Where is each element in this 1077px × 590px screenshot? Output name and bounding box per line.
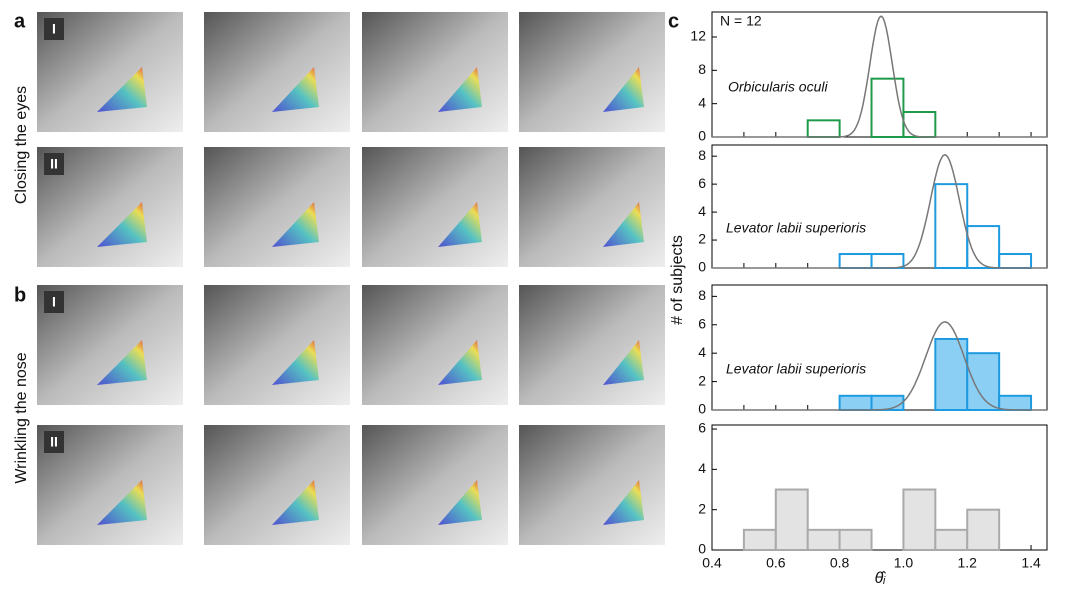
y-tick-label: 2 <box>698 231 706 247</box>
photo <box>204 12 350 132</box>
y-tick-label: 2 <box>698 500 706 516</box>
x-tick-label: 1.4 <box>1021 555 1041 571</box>
x-tick-label: 1.2 <box>958 555 978 571</box>
hist-bar <box>870 77 905 138</box>
electrode-map <box>603 202 644 247</box>
plot-frame <box>711 11 1048 138</box>
hist-bar <box>998 253 1033 269</box>
muscle-label: Orbicularis oculi <box>728 79 828 95</box>
annotation: N = 12 <box>720 13 762 29</box>
photo <box>362 425 508 545</box>
fit-curve <box>712 321 1047 411</box>
y-axis-label: # of subjects <box>669 235 686 325</box>
photo <box>204 147 350 267</box>
photo <box>362 285 508 405</box>
electrode-map <box>438 340 482 385</box>
hist-bar <box>902 111 937 138</box>
hist-bar <box>870 394 905 411</box>
y-tick-label: 12 <box>690 28 706 44</box>
electrode-map <box>603 67 644 112</box>
hist-bar <box>806 119 841 139</box>
hist-bar <box>742 528 777 551</box>
electrode-map <box>97 480 147 525</box>
y-tick-label: 8 <box>698 287 706 303</box>
photo <box>519 425 665 545</box>
y-tick-label: 4 <box>698 94 706 110</box>
x-tick-label: 1.0 <box>894 555 914 571</box>
muscle-label: Levator labii superioris <box>726 361 866 377</box>
plot-frame <box>711 424 1048 551</box>
row-group-label: Wrinkling the nose <box>13 352 30 483</box>
x-tick-label: 0.8 <box>830 555 850 571</box>
y-tick-label: 8 <box>698 147 706 163</box>
plot-frame <box>711 144 1048 269</box>
y-tick-label: 6 <box>698 420 706 436</box>
hist-bar <box>838 528 873 551</box>
hist-bar <box>966 352 1001 412</box>
muscle-label: Levator labii superioris <box>726 219 866 235</box>
electrode-map <box>272 202 319 247</box>
hist-bar <box>838 253 873 269</box>
electrode-map <box>97 202 147 247</box>
fit-curve <box>712 15 1047 138</box>
row-label: I <box>52 294 56 310</box>
y-tick-label: 4 <box>698 344 706 360</box>
photo <box>204 425 350 545</box>
hist-bar <box>902 488 937 552</box>
photo <box>519 12 665 132</box>
y-tick-label: 4 <box>698 460 706 476</box>
row-label: II <box>50 434 58 450</box>
x-axis-label: θ̂ᵢ <box>875 570 887 587</box>
hist-bar <box>806 528 841 551</box>
panel-label: c <box>668 10 679 32</box>
y-tick-label: 0 <box>698 541 706 557</box>
electrode-map <box>603 340 644 385</box>
hist-bar <box>838 394 873 411</box>
row-label: I <box>52 21 56 37</box>
electrode-map <box>603 480 644 525</box>
electrode-map <box>272 480 319 525</box>
electrode-map <box>438 67 482 112</box>
y-tick-label: 4 <box>698 203 706 219</box>
roman-bg <box>44 431 64 453</box>
electrode-map <box>272 67 319 112</box>
hist-bar <box>966 225 1001 269</box>
y-tick-label: 6 <box>698 175 706 191</box>
row-group-label: Closing the eyes <box>13 86 30 204</box>
photo <box>519 285 665 405</box>
hist-bar <box>870 253 905 269</box>
panel-label: b <box>14 284 26 306</box>
photo <box>519 147 665 267</box>
panel-label: a <box>14 10 26 32</box>
x-tick-label: 0.4 <box>702 555 722 571</box>
roman-bg <box>44 18 64 40</box>
y-tick-label: 0 <box>698 401 706 417</box>
roman-bg <box>44 291 64 313</box>
roman-bg <box>44 153 64 175</box>
y-tick-label: 2 <box>698 372 706 388</box>
y-tick-label: 0 <box>698 259 706 275</box>
hist-bar <box>934 183 969 270</box>
hist-bar <box>934 337 969 411</box>
y-tick-label: 6 <box>698 315 706 331</box>
hist-bar <box>998 394 1033 411</box>
y-tick-label: 0 <box>698 128 706 144</box>
photo <box>362 12 508 132</box>
photo <box>362 147 508 267</box>
row-label: II <box>50 156 58 172</box>
electrode-map <box>438 202 482 247</box>
x-tick-label: 0.6 <box>766 555 786 571</box>
electrode-map <box>272 340 319 385</box>
hist-bar <box>774 488 809 552</box>
y-tick-label: 8 <box>698 61 706 77</box>
fit-curve <box>712 153 1047 269</box>
electrode-map <box>97 340 147 385</box>
hist-bar <box>966 508 1001 552</box>
electrode-map <box>438 480 482 525</box>
hist-bar <box>934 528 969 551</box>
electrode-map <box>97 67 147 112</box>
photo <box>204 285 350 405</box>
